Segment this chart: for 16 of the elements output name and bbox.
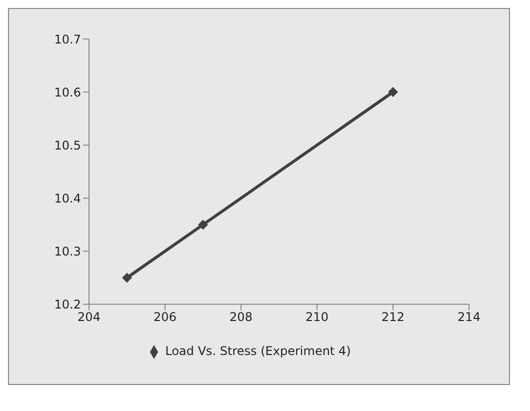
x-tick-label: 208 (230, 310, 252, 324)
y-tick-label: 10.2 (54, 298, 81, 312)
legend-label: Load Vs. Stress (Experiment 4) (165, 344, 351, 358)
point (122, 272, 132, 283)
x-tick-label: 214 (458, 310, 480, 324)
x-tick-label: 210 (306, 310, 328, 324)
x-tick-label: 212 (382, 310, 404, 324)
y-tick-label: 10.3 (54, 244, 81, 258)
y-tick-label: 10.4 (54, 191, 81, 206)
y-tick-label: 10.5 (54, 138, 81, 152)
y-tick-label: 10.7 (54, 32, 81, 46)
y-tick-label: 10.6 (54, 85, 81, 100)
point (388, 87, 398, 98)
x-tick-label: 206 (154, 310, 176, 324)
point (198, 220, 208, 230)
x-tick-label: 204 (78, 310, 100, 324)
